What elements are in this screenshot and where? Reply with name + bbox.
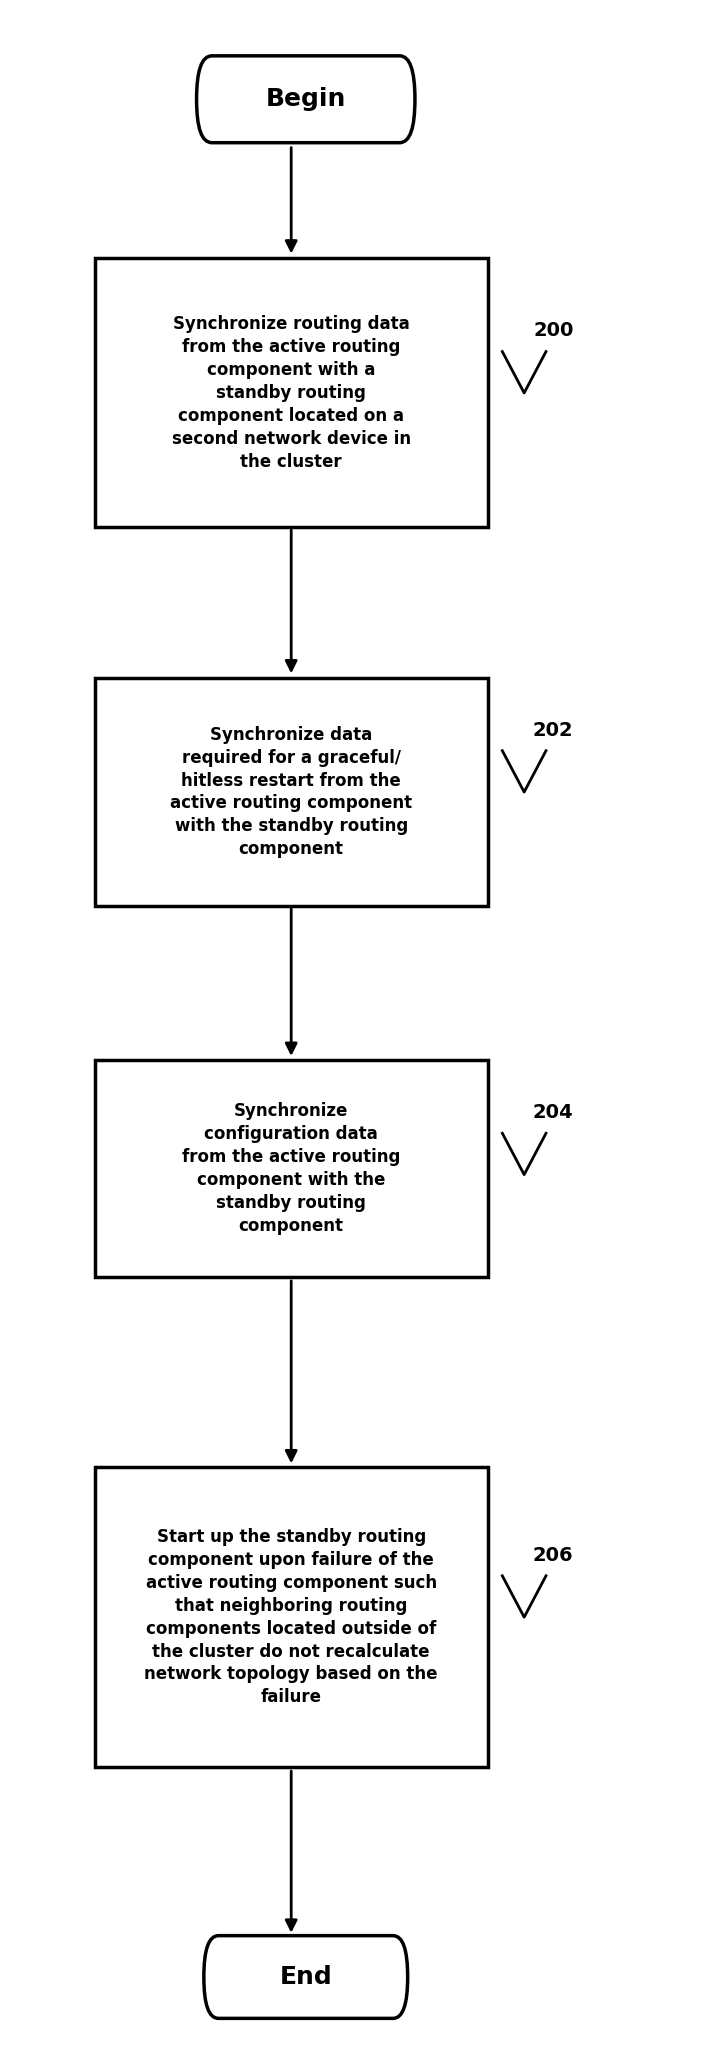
Bar (95, 678, 488, 906)
Text: Synchronize
configuration data
from the active routing
component with the
standb: Synchronize configuration data from the … (182, 1102, 400, 1235)
Text: 204: 204 (533, 1102, 574, 1123)
Text: Synchronize data
required for a graceful/
hitless restart from the
active routin: Synchronize data required for a graceful… (170, 726, 412, 858)
Bar (95, 1468, 488, 1766)
Bar (95, 1059, 488, 1276)
Text: 206: 206 (533, 1545, 574, 1565)
FancyBboxPatch shape (204, 1936, 408, 2018)
Text: End: End (280, 1965, 332, 1989)
Text: 202: 202 (533, 720, 574, 740)
Text: Synchronize routing data
from the active routing
component with a
standby routin: Synchronize routing data from the active… (172, 314, 411, 472)
Text: Start up the standby routing
component upon failure of the
active routing compon: Start up the standby routing component u… (144, 1528, 438, 1706)
Bar (95, 258, 488, 527)
FancyBboxPatch shape (197, 56, 415, 143)
Text: Begin: Begin (266, 87, 346, 112)
Text: 200: 200 (533, 321, 574, 341)
